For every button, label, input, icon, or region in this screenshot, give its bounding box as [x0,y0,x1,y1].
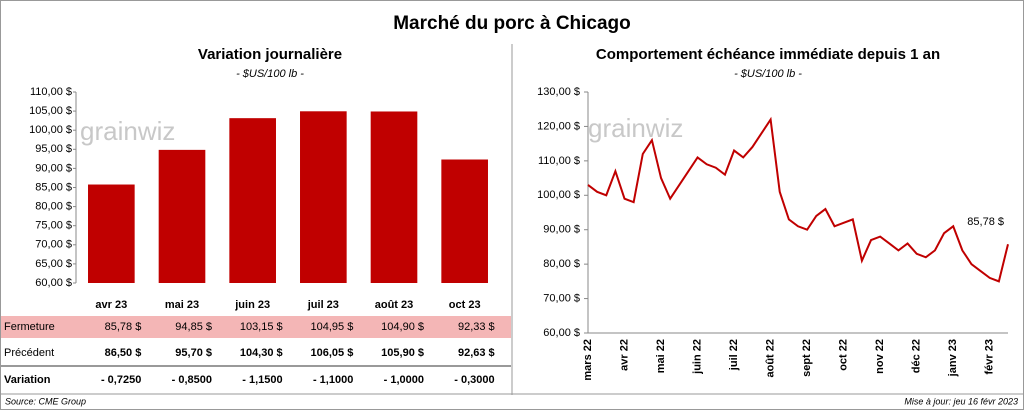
row-highlight [1,316,511,338]
x-tick-label: juin 23 [234,299,270,311]
x-tick-label: déc 22 [911,339,923,373]
x-tick-label: oct 23 [449,299,481,311]
y-tick-label: 110,00 $ [538,155,580,167]
table-cell: - 0,8500 [172,374,212,386]
x-tick-label: janv 23 [947,339,959,377]
table-cell: 105,90 $ [381,347,424,359]
x-tick-label: nov 22 [874,339,886,374]
updated: Mise à jour: jeu 16 févr 2023 [904,396,1018,406]
x-tick-label: août 22 [765,339,777,378]
x-tick-label: oct 22 [838,339,850,371]
y-tick-label: 65,00 $ [35,258,72,270]
row-label: Fermeture [4,321,55,333]
y-tick-label: 85,00 $ [35,181,72,193]
y-tick-label: 80,00 $ [35,201,72,213]
line [587,116,1009,283]
table-cell: - 1,1000 [313,374,353,386]
bar [300,111,347,283]
y-tick-label: 95,00 $ [35,143,72,155]
y-tick-label: 120,00 $ [537,120,580,132]
main-title: Marché du porc à Chicago [393,13,631,34]
x-tick-label: juin 22 [691,339,703,375]
chart-title: Variation journalière [198,46,342,63]
row-label: Variation [4,374,51,386]
table-cell: 94,85 $ [175,321,212,333]
y-tick-label: 60,00 $ [543,327,580,339]
y-tick-label: 80,00 $ [543,258,580,270]
watermark: grainwiz [80,116,175,146]
y-tick-label: 130,00 $ [537,86,580,98]
x-tick-label: avr 23 [95,299,127,311]
chart-subtitle: - $US/100 lb - [236,68,304,80]
table-cell: 95,70 $ [175,347,212,359]
y-tick-label: 105,00 $ [29,105,72,117]
table-cell: - 0,7250 [101,374,141,386]
table-cell: 86,50 $ [105,347,142,359]
x-tick-label: mai 23 [165,299,199,311]
y-tick-label: 100,00 $ [29,124,72,136]
watermark: grainwiz [588,113,683,143]
x-tick-label: août 23 [375,299,414,311]
y-tick-label: 60,00 $ [35,277,72,289]
y-tick-label: 90,00 $ [543,224,580,236]
table-cell: 104,90 $ [381,321,424,333]
y-tick-label: 70,00 $ [35,239,72,251]
x-tick-label: sept 22 [801,339,813,377]
table-cell: - 1,1500 [242,374,282,386]
y-tick-label: 90,00 $ [35,162,72,174]
chart-subtitle: - $US/100 lb - [734,68,802,80]
y-tick-label: 110,00 $ [30,86,72,98]
table-cell: 103,15 $ [240,321,283,333]
bar [88,184,135,283]
table-cell: 92,63 $ [458,347,495,359]
x-tick-label: févr 23 [984,339,996,374]
x-tick-label: juil 23 [307,299,339,311]
table-cell: - 0,3000 [454,374,494,386]
table-cell: 92,33 $ [458,321,495,333]
y-tick-label: 100,00 $ [537,189,580,201]
table-cell: 104,95 $ [311,321,354,333]
y-tick-label: 70,00 $ [543,292,580,304]
y-tick-label: 75,00 $ [35,220,72,232]
row-label: Précédent [4,347,54,359]
bar [370,111,418,284]
bar [158,149,206,283]
x-tick-label: juil 22 [728,339,740,371]
table-cell: 85,78 $ [105,321,142,333]
x-tick-label: mars 22 [582,339,594,381]
table-cell: 106,05 $ [311,347,354,359]
bar [441,159,488,283]
x-tick-label: mai 22 [655,339,667,373]
chart-title: Comportement échéance immédiate depuis 1… [596,46,940,63]
x-tick-label: avr 22 [618,339,630,371]
table-cell: - 1,0000 [384,374,424,386]
table-cell: 104,30 $ [240,347,283,359]
annotation: 85,78 $ [967,216,1004,228]
bar [229,118,276,284]
source: Source: CME Group [5,396,86,406]
